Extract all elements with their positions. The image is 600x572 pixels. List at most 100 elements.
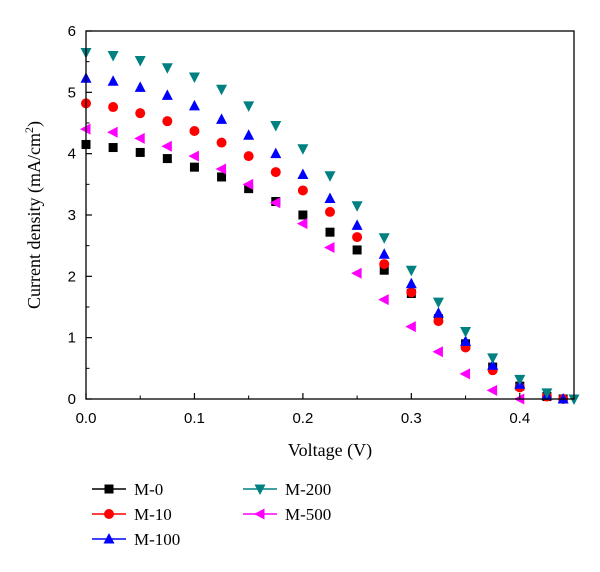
data-point: [324, 171, 336, 182]
data-point: [108, 143, 118, 153]
series-m-100: [80, 72, 569, 404]
data-point: [216, 113, 228, 124]
y-axis-label-superscript: 2: [22, 127, 36, 133]
y-tick-label: 0: [68, 391, 76, 408]
x-tick-label: 0.2: [292, 410, 313, 427]
legend-marker: [104, 484, 114, 494]
legend-label: M-10: [134, 505, 172, 524]
data-point: [298, 210, 308, 220]
data-point: [351, 219, 363, 230]
data-point: [188, 72, 200, 83]
data-point: [325, 206, 335, 217]
data-point: [297, 168, 309, 180]
data-point: [134, 81, 146, 92]
data-point: [324, 242, 335, 254]
x-tick-label: 0.1: [184, 410, 205, 427]
legend-label: M-500: [285, 505, 331, 524]
data-point: [161, 63, 173, 74]
data-point: [107, 126, 118, 138]
data-point: [161, 89, 173, 100]
data-point: [216, 137, 227, 148]
data-point: [487, 353, 499, 364]
x-tick-label: 0.0: [76, 410, 97, 427]
legend-marker: [103, 533, 115, 544]
data-point: [134, 55, 146, 67]
data-point: [460, 327, 472, 338]
data-point: [297, 144, 309, 155]
data-point: [134, 132, 145, 144]
data-point: [215, 163, 227, 175]
data-point: [243, 151, 254, 162]
data-point: [244, 184, 254, 194]
y-axis-label-main: Current density (mA/cm: [24, 133, 45, 309]
data-point: [379, 259, 390, 270]
data-point: [107, 75, 119, 86]
data-point: [460, 335, 472, 346]
data-point: [108, 102, 119, 113]
x-tick-label: 0.4: [509, 410, 530, 427]
axis-ticks: 0.0 0.1 0.2 0.3 0.4 0 1 2 3 4 5 6: [68, 23, 575, 427]
data-point: [379, 265, 389, 275]
legend-label: M-200: [285, 480, 331, 499]
series-m-200: [80, 47, 580, 405]
data-point: [188, 99, 200, 111]
data-point: [189, 125, 200, 136]
data-point: [242, 178, 254, 190]
data-point: [162, 154, 172, 164]
x-axis-label: Voltage (V): [288, 440, 372, 461]
legend-item: M-10: [92, 505, 172, 524]
legend-label: M-0: [134, 480, 163, 499]
data-point: [568, 394, 580, 405]
y-tick-label: 4: [68, 146, 76, 163]
data-point: [297, 185, 308, 196]
y-tick-label: 6: [68, 23, 76, 40]
data-point: [351, 267, 362, 279]
data-point: [405, 265, 417, 277]
data-point: [432, 297, 444, 309]
data-point: [162, 116, 173, 127]
y-tick-label: 2: [68, 268, 76, 285]
legend: M-0 M-10 M-100 M-200 M-500: [92, 480, 331, 549]
legend-item: M-200: [243, 480, 331, 499]
data-point: [433, 316, 444, 327]
y-tick-label: 1: [68, 330, 76, 347]
data-point: [352, 232, 363, 243]
data-markers: [80, 47, 580, 405]
legend-label: M-100: [134, 530, 180, 549]
data-point: [80, 123, 91, 135]
data-point: [135, 147, 145, 157]
data-point: [432, 346, 443, 358]
data-point: [161, 140, 172, 152]
data-point: [405, 321, 416, 333]
data-point: [325, 227, 335, 237]
legend-marker: [254, 508, 265, 520]
data-point: [378, 233, 390, 244]
data-point: [216, 84, 228, 96]
data-point: [378, 294, 389, 306]
legend-marker: [254, 484, 266, 495]
data-point: [514, 374, 526, 386]
series-m-500: [80, 123, 525, 405]
data-point: [557, 393, 569, 404]
data-point: [351, 201, 363, 212]
data-point: [296, 218, 308, 230]
y-axis-label: Current density (mA/cm2): [22, 121, 45, 309]
data-point: [270, 167, 281, 178]
data-point: [486, 384, 498, 396]
data-point: [270, 120, 282, 132]
data-point: [432, 307, 444, 318]
data-point: [541, 388, 553, 399]
data-point: [352, 245, 362, 255]
y-axis-label-close: ): [24, 121, 45, 127]
legend-item: M-500: [243, 505, 331, 524]
data-point: [378, 248, 390, 259]
legend-marker: [104, 509, 114, 519]
data-point: [405, 277, 417, 289]
data-point: [107, 51, 119, 62]
data-point: [243, 101, 255, 112]
legend-item: M-100: [92, 530, 180, 549]
y-tick-label: 3: [68, 207, 76, 224]
data-point: [243, 129, 255, 140]
data-point: [217, 172, 227, 182]
